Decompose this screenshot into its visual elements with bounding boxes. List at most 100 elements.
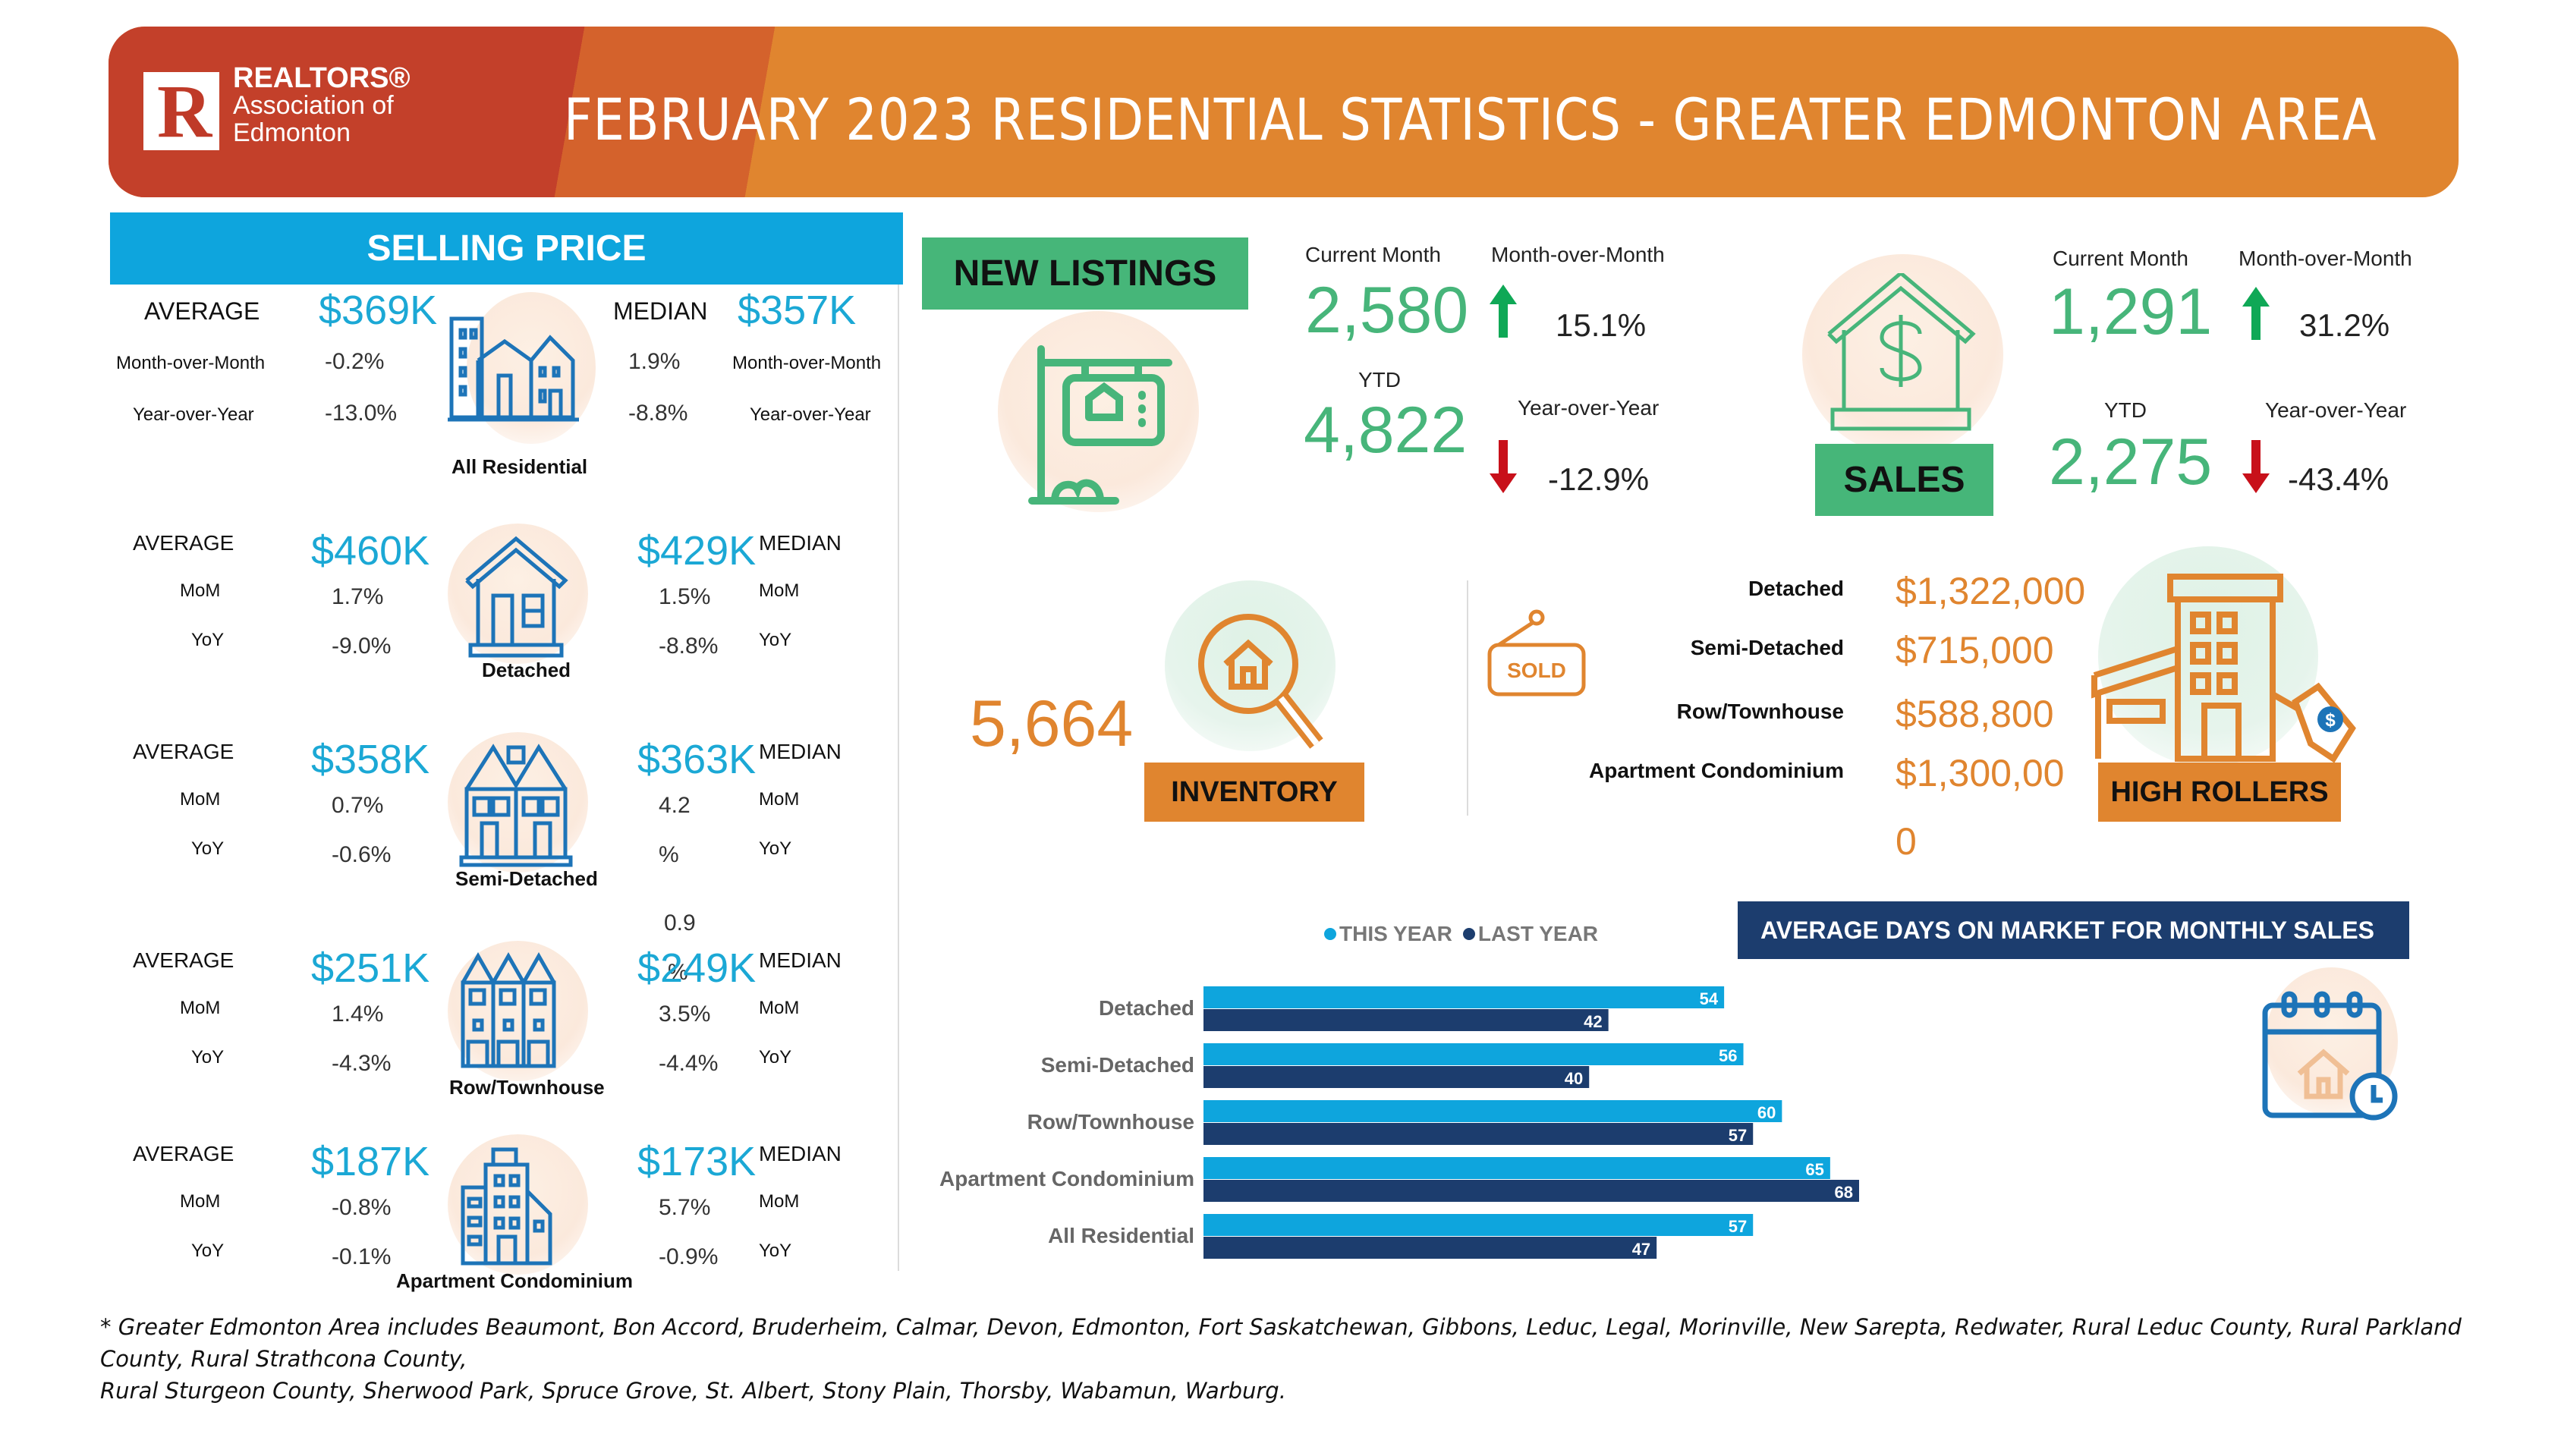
mom-label: MoM	[759, 998, 800, 1018]
bar-data-label: 68	[1835, 1183, 1853, 1202]
category-tick-label: Detached	[1099, 996, 1194, 1020]
footer-note: * Greater Edmonton Area includes Beaumon…	[100, 1311, 2528, 1407]
property-type-icon	[459, 744, 573, 867]
footer-line-2: Rural Sturgeon County, Sherwood Park, Sp…	[100, 1378, 1286, 1404]
house-dollar-icon	[1827, 273, 1976, 431]
average-price: $369K	[319, 288, 438, 333]
median-label: MEDIAN	[759, 740, 842, 763]
arrow-up-icon	[2242, 287, 2270, 340]
arrow-down-icon	[2242, 440, 2270, 493]
avg-yoy-value: -4.3%	[332, 1051, 392, 1076]
median-label: MEDIAN	[613, 297, 708, 325]
bar-last-year	[1203, 1009, 1609, 1031]
median-label: MEDIAN	[759, 531, 842, 555]
nl-ytd-label: YTD	[1358, 368, 1401, 392]
bar-this-year	[1203, 1100, 1782, 1122]
legend-dot-last-year	[1462, 928, 1475, 940]
mom-label: MoM	[180, 789, 221, 810]
bar-this-year	[1203, 1214, 1754, 1236]
yoy-label: YoY	[759, 838, 792, 859]
yoy-label: YoY	[191, 630, 225, 650]
high-roller-value: $1,300,00	[1896, 752, 2065, 794]
yoy-label: YoY	[759, 1047, 792, 1068]
nl-current-month-value: 2,580	[1305, 274, 1469, 347]
sales-ytd-label: YTD	[2104, 398, 2147, 422]
legend-item-last-year: LAST YEAR	[1462, 922, 1598, 946]
avg-yoy-value: -0.1%	[332, 1244, 392, 1269]
logo-line-3: Edmonton	[233, 118, 351, 147]
category-tick-label: Row/Townhouse	[1027, 1110, 1194, 1134]
icon-background	[448, 524, 588, 664]
avg-yoy-value: -13.0%	[325, 401, 398, 426]
high-roller-value: $715,000	[1896, 629, 2054, 671]
sales-mom-value: 31.2%	[2299, 307, 2390, 343]
med-mom-value: 1.9%	[628, 349, 681, 374]
median-price: $429K	[637, 528, 757, 574]
mom-label: MoM	[180, 998, 221, 1018]
bar-last-year	[1203, 1066, 1590, 1088]
sales-heading: SALES	[1815, 444, 1993, 516]
sales-current-month-value: 1,291	[2049, 275, 2213, 348]
avg-mom-value: -0.2%	[325, 349, 385, 374]
average-price: $187K	[311, 1139, 430, 1184]
section-divider	[1467, 580, 1468, 816]
icon-background	[998, 311, 1199, 512]
nl-yoy-label: Year-over-Year	[1518, 396, 1660, 420]
avg-mom-value: 1.7%	[332, 584, 384, 609]
bar-data-label: 60	[1757, 1103, 1776, 1122]
med-mom-value: 3.5%	[659, 1002, 711, 1027]
yoy-label: YoY	[191, 1047, 225, 1068]
bar-last-year	[1203, 1237, 1657, 1259]
logo-text: REALTORS® Association of Edmonton	[233, 64, 411, 146]
bar-last-year	[1203, 1180, 1859, 1202]
med-yoy-value: -8.8%	[628, 401, 688, 426]
chart-legend: THIS YEAR LAST YEAR	[1324, 922, 1598, 946]
yoy-label: YoY	[759, 1241, 792, 1261]
category-label: Detached	[482, 659, 571, 681]
mom-label: MoM	[759, 580, 800, 601]
page-title: FEBRUARY 2023 RESIDENTIAL STATISTICS - G…	[564, 86, 2377, 153]
nl-current-month-label: Current Month	[1305, 243, 1441, 266]
high-roller-label: Row/Townhouse	[1676, 700, 1844, 723]
high-roller-label: Detached	[1748, 577, 1844, 600]
sold-sign-icon: SOLD	[1487, 609, 1586, 697]
mom-label: MoM	[759, 789, 800, 810]
section-divider	[898, 285, 899, 1271]
high-roller-value: $588,800	[1896, 693, 2054, 735]
sales-current-month-label: Current Month	[2053, 247, 2188, 270]
mom-label: MoM	[759, 1191, 800, 1212]
sales-yoy-label: Year-over-Year	[2265, 398, 2407, 422]
legend-dot-this-year	[1324, 928, 1336, 940]
listing-sign-icon	[1028, 345, 1172, 505]
average-price: $460K	[311, 528, 430, 574]
median-label: MEDIAN	[759, 1142, 842, 1165]
high-roller-label: Semi-Detached	[1690, 636, 1844, 659]
med-extra-value: %	[668, 960, 688, 985]
bar-last-year	[1203, 1123, 1754, 1145]
med-yoy-value: -0.9%	[659, 1244, 719, 1269]
logo-line-1: REALTORS®	[233, 62, 411, 94]
average-label: AVERAGE	[133, 531, 234, 555]
median-label: MEDIAN	[759, 948, 842, 972]
high-rise-tag-icon: $	[2091, 574, 2356, 763]
high-roller-value: $1,322,000	[1896, 570, 2086, 612]
category-tick-label: All Residential	[1048, 1224, 1194, 1247]
avg-mom-value: 0.7%	[332, 793, 384, 818]
mom-label: Month-over-Month	[116, 353, 266, 373]
average-price: $251K	[311, 945, 430, 991]
inventory-heading: INVENTORY	[1144, 763, 1364, 822]
med-mom-value: 5.7%	[659, 1195, 711, 1220]
bar-data-label: 42	[1584, 1012, 1602, 1031]
high-roller-value-wrap: 0	[1896, 820, 1917, 863]
median-price: $357K	[738, 288, 857, 333]
bar-this-year	[1203, 1157, 1830, 1179]
magnifier-house-icon	[1198, 614, 1323, 749]
yoy-label: Year-over-Year	[750, 404, 871, 425]
bar-data-label: 57	[1729, 1217, 1747, 1236]
logo-letter: R	[157, 69, 212, 153]
med-yoy-value: -4.4%	[659, 1051, 719, 1076]
header-banner: R REALTORS® Association of Edmonton FEBR…	[109, 27, 2459, 197]
bar-data-label: 40	[1565, 1069, 1583, 1088]
avg-mom-value: -0.8%	[332, 1195, 392, 1220]
bar-data-label: 65	[1805, 1160, 1823, 1179]
